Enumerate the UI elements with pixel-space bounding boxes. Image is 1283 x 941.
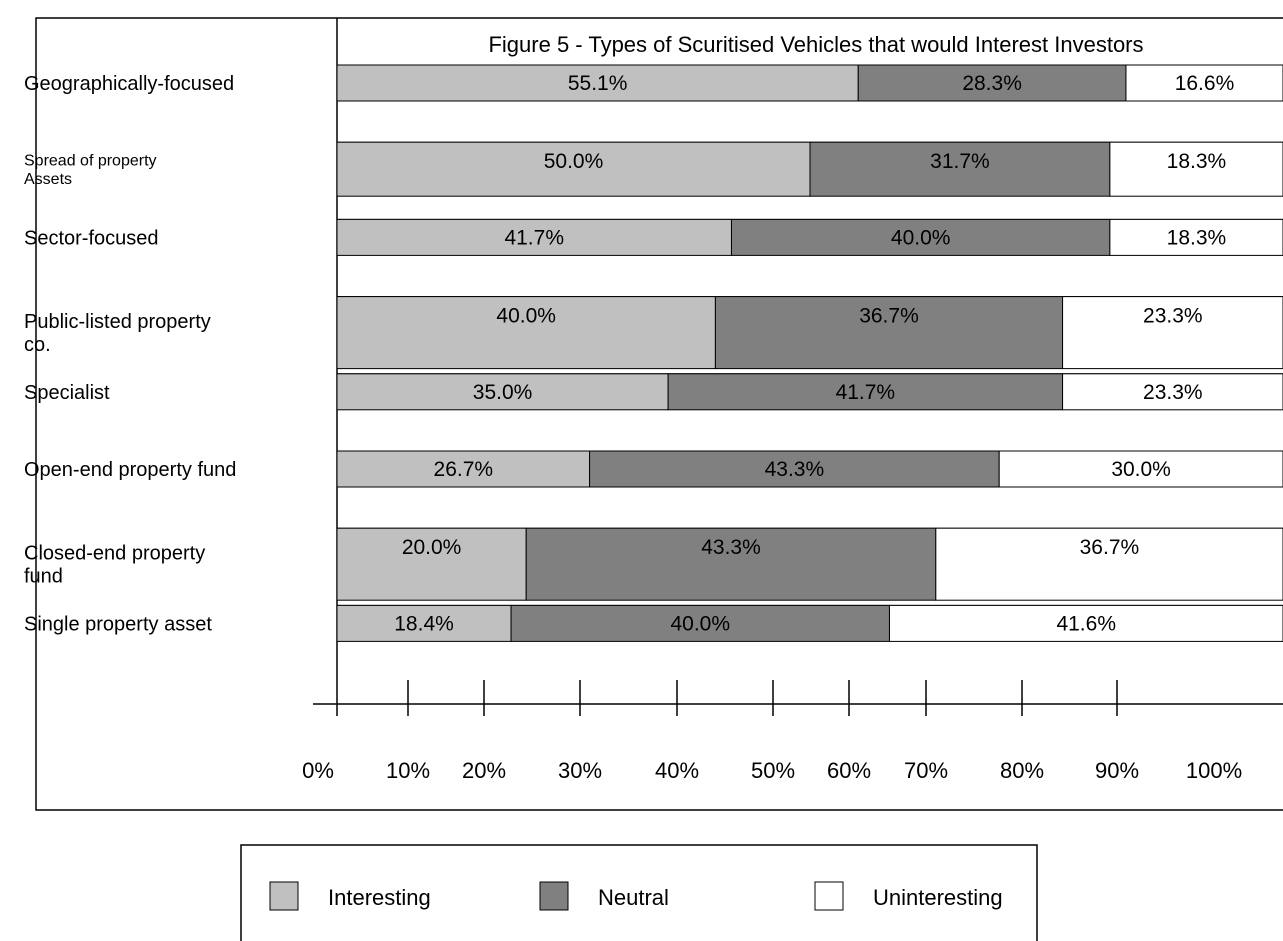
x-tick-label: 90% [1095, 758, 1139, 783]
x-tick-label: 60% [827, 758, 871, 783]
category-label: Single property asset [24, 613, 212, 635]
data-label: 23.3% [1143, 305, 1203, 328]
legend-box [240, 844, 1038, 941]
data-label: 28.3% [962, 72, 1022, 95]
plot-area: Geographically-focused 55.1% 28.3% 16.6% Spr… [24, 18, 1283, 783]
legend-swatch-interesting [269, 881, 299, 911]
data-label: 43.3% [701, 536, 761, 559]
data-label: 40.0% [891, 226, 951, 249]
data-label: 43.3% [765, 458, 825, 481]
x-tick-label: 20% [462, 758, 506, 783]
x-tick-label: 40% [655, 758, 699, 783]
x-tick-label: 10% [386, 758, 430, 783]
data-label: 20.0% [402, 536, 462, 559]
bar-segment-uninteresting [1109, 218, 1283, 256]
data-label: 18.3% [1167, 226, 1227, 249]
data-label: 36.7% [859, 305, 919, 328]
x-tick-label: 100% [1186, 758, 1242, 783]
bar-segment-interesting [336, 296, 716, 370]
data-label: 18.3% [1167, 150, 1227, 173]
legend-label-interesting: Interesting [328, 885, 431, 910]
data-label: 23.3% [1143, 381, 1203, 404]
chart-title: Figure 5 - Types of Scuritised Vehicles … [488, 32, 1143, 57]
data-label: 26.7% [434, 458, 494, 481]
x-tick-label: 30% [558, 758, 602, 783]
data-label: 50.0% [544, 150, 604, 173]
bar-segment-neutral [510, 604, 890, 642]
data-label: 41.7% [836, 381, 896, 404]
legend-label-uninteresting: Uninteresting [873, 885, 1003, 910]
data-label: 40.0% [496, 305, 556, 328]
bar-segment-neutral [857, 64, 1127, 102]
bar-segment-interesting [336, 527, 527, 601]
bar-segment-uninteresting [1062, 296, 1283, 370]
bar-segment-interesting [336, 604, 512, 642]
bar-segment-neutral [714, 296, 1064, 370]
category-label: Sector-focused [24, 227, 159, 249]
bar-segment-neutral [667, 373, 1064, 411]
legend-swatch-neutral [539, 881, 569, 911]
bar-segment-neutral [589, 450, 1000, 488]
category-label: Specialist [24, 382, 110, 404]
category-label: Open-end property fund [24, 459, 236, 481]
x-tick-label: 0% [302, 758, 334, 783]
legend-label-neutral: Neutral [598, 885, 669, 910]
data-label: 40.0% [670, 612, 730, 635]
data-label: 36.7% [1080, 536, 1140, 559]
bar-segment-interesting [336, 141, 811, 197]
data-label: 41.7% [504, 226, 564, 249]
data-label: 31.7% [930, 150, 990, 173]
data-label: 35.0% [473, 381, 533, 404]
data-label: 41.6% [1056, 612, 1116, 635]
bar-segment-interesting [336, 450, 591, 488]
bar-segment-uninteresting [888, 604, 1283, 642]
data-label: 30.0% [1111, 458, 1171, 481]
bar-segment-uninteresting [998, 450, 1283, 488]
category-label: Closed-end property fund [24, 543, 205, 588]
legend: Interesting Neutral Uninteresting [240, 844, 1038, 941]
bar-segment-interesting [336, 218, 732, 256]
category-label: Public-listed property co. [24, 311, 211, 356]
bar-segment-uninteresting [1109, 141, 1283, 197]
data-label: 55.1% [568, 72, 628, 95]
bar-segment-uninteresting [935, 527, 1283, 601]
category-label: Spread of property Assets [24, 153, 157, 188]
legend-swatch-uninteresting [814, 881, 844, 911]
data-label: 18.4% [394, 612, 454, 635]
bar-segment-uninteresting [1125, 64, 1283, 102]
chart-frame [35, 17, 1283, 811]
bar-segment-neutral [525, 527, 937, 601]
category-label: Geographically-focused [24, 73, 234, 95]
data-label: 16.6% [1175, 72, 1235, 95]
x-tick-label: 50% [751, 758, 795, 783]
bar-segment-uninteresting [1062, 373, 1283, 411]
bar-segment-interesting [336, 64, 859, 102]
bar-segment-neutral [809, 141, 1111, 197]
x-tick-label: 70% [904, 758, 948, 783]
x-tick-label: 80% [1000, 758, 1044, 783]
